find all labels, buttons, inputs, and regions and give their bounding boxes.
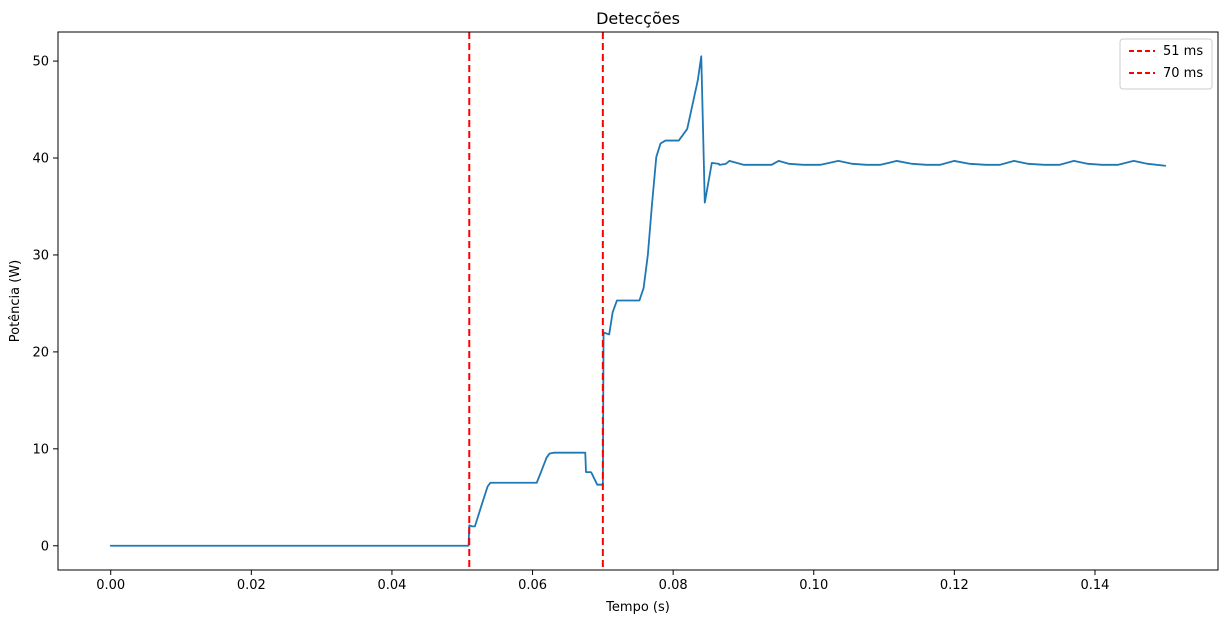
chart-title: Detecções [596,9,680,28]
x-tick-label: 0.02 [237,578,266,593]
x-axis-label: Tempo (s) [605,600,670,615]
y-tick-label: 40 [32,152,49,167]
x-tick-label: 0.00 [96,578,125,593]
x-tick-label: 0.12 [940,578,969,593]
x-axis: 0.00 0.02 0.04 0.06 0.08 0.10 0.12 0.14 [96,570,1109,593]
legend: 51 ms 70 ms [1119,38,1213,90]
y-tick-label: 10 [32,442,49,457]
x-tick-label: 0.08 [659,578,688,593]
y-axis-label: Potência (W) [8,260,23,343]
y-tick-label: 50 [32,55,49,70]
legend-label-51ms: 51 ms [1163,44,1203,59]
y-tick-label: 0 [41,539,49,554]
y-tick-label: 20 [32,345,49,360]
y-tick-label: 30 [32,248,49,263]
series-line [109,55,1167,547]
x-tick-label: 0.14 [1080,578,1109,593]
y-axis: 0 10 20 30 40 50 [32,55,58,554]
x-tick-label: 0.04 [377,578,406,593]
legend-box [1119,38,1213,90]
x-tick-label: 0.06 [518,578,547,593]
legend-label-70ms: 70 ms [1163,66,1203,81]
axes-frame [57,31,1219,571]
x-tick-label: 0.10 [799,578,828,593]
plot-area [109,32,1167,570]
